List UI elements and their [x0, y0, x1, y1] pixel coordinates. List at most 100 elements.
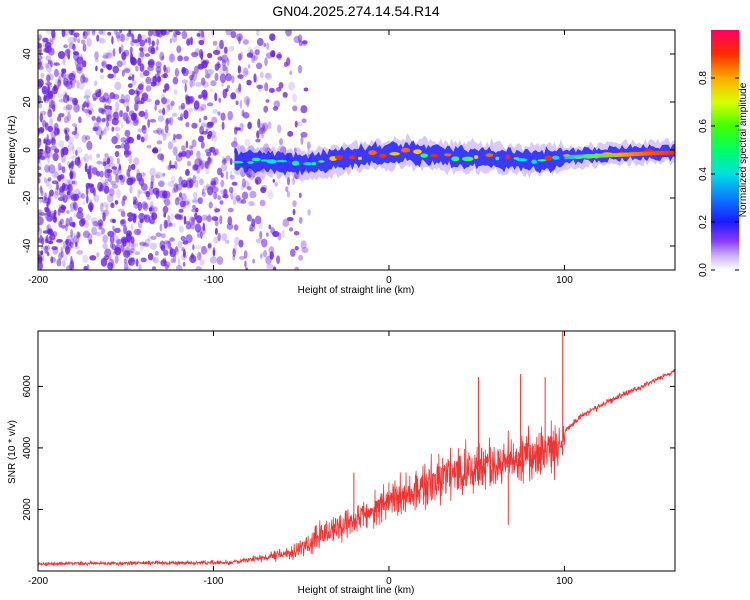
noise-blob — [66, 112, 71, 122]
noise-blob — [136, 172, 143, 182]
noise-blob — [38, 166, 42, 171]
noise-blob — [76, 211, 84, 220]
noise-blob — [238, 239, 244, 248]
noise-blob — [141, 124, 147, 134]
noise-blob — [196, 33, 201, 37]
noise-blob — [256, 30, 260, 37]
noise-blob — [111, 184, 118, 189]
noise-blob — [106, 157, 111, 165]
noise-blob — [101, 182, 107, 188]
noise-blob — [227, 207, 234, 213]
noise-blob — [53, 170, 61, 179]
noise-blob — [247, 121, 252, 130]
noise-blob — [190, 36, 193, 46]
noise-blob — [112, 251, 118, 255]
noise-blob — [99, 202, 104, 212]
noise-blob — [126, 32, 133, 37]
noise-blob — [244, 260, 247, 268]
noise-blob — [120, 210, 126, 218]
colorbar-label: Normalized spectral amplitude — [738, 82, 749, 217]
noise-blob — [185, 169, 190, 176]
noise-blob — [229, 45, 235, 52]
noise-blob — [56, 181, 59, 191]
noise-blob — [109, 92, 116, 100]
noise-blob — [198, 39, 205, 46]
signal-peak — [334, 155, 344, 160]
noise-blob — [130, 57, 137, 66]
noise-blob — [121, 198, 125, 207]
noise-blob — [211, 216, 219, 222]
noise-blob — [38, 55, 43, 61]
noise-blob — [59, 166, 64, 171]
noise-blob — [71, 146, 75, 155]
noise-blob — [112, 111, 119, 120]
noise-blob — [219, 39, 224, 50]
signal-peak — [368, 150, 377, 156]
noise-blob — [125, 250, 132, 257]
noise-blob — [193, 107, 198, 112]
noise-blob — [272, 230, 280, 238]
noise-blob — [105, 108, 112, 117]
noise-blob — [251, 55, 258, 61]
noise-blob — [85, 98, 90, 107]
noise-blob — [64, 179, 71, 186]
noise-blob — [185, 121, 190, 128]
noise-blob — [96, 34, 100, 42]
noise-blob — [119, 176, 125, 186]
spectrogram-xtick-label: -100 — [203, 275, 223, 286]
noise-blob — [66, 95, 70, 102]
noise-blob — [83, 95, 90, 99]
noise-blob — [170, 51, 174, 61]
noise-blob — [120, 93, 125, 101]
noise-blob — [259, 71, 264, 79]
noise-blob — [272, 106, 279, 111]
noise-blob — [235, 195, 241, 202]
noise-blob — [82, 60, 87, 68]
noise-blob — [205, 167, 210, 175]
noise-blob — [106, 194, 114, 203]
noise-blob — [197, 106, 204, 112]
noise-blob — [169, 116, 174, 126]
noise-blob — [135, 65, 139, 72]
noise-blob — [92, 126, 98, 132]
noise-blob — [96, 153, 100, 158]
signal-peak — [358, 156, 362, 161]
noise-blob — [125, 255, 133, 263]
noise-blob — [152, 146, 158, 154]
noise-blob — [165, 261, 171, 268]
noise-blob — [226, 85, 231, 89]
noise-blob — [162, 133, 167, 141]
noise-blob — [181, 193, 187, 203]
noise-blob — [242, 67, 249, 77]
noise-blob — [71, 83, 75, 89]
noise-blob — [62, 258, 66, 268]
noise-blob — [127, 83, 133, 88]
noise-blob — [206, 183, 210, 191]
noise-blob — [38, 42, 42, 49]
noise-blob — [98, 38, 106, 44]
noise-blob — [100, 87, 103, 94]
noise-blob — [98, 106, 102, 112]
noise-blob — [60, 205, 67, 210]
noise-blob — [45, 210, 51, 216]
noise-blob — [147, 253, 154, 261]
noise-blob — [220, 172, 224, 178]
noise-blob — [194, 223, 202, 233]
noise-blob — [241, 191, 249, 200]
noise-blob — [38, 37, 41, 43]
noise-blob — [119, 30, 123, 34]
noise-blob — [50, 256, 54, 264]
noise-blob — [149, 118, 157, 123]
noise-blob — [60, 251, 65, 258]
noise-blob — [195, 244, 202, 250]
noise-blob — [175, 245, 179, 253]
noise-blob — [187, 37, 193, 45]
noise-blob — [138, 190, 143, 195]
noise-blob — [220, 179, 225, 188]
noise-blob — [163, 249, 169, 256]
noise-blob — [107, 230, 115, 237]
noise-blob — [72, 221, 76, 228]
noise-blob — [100, 183, 105, 188]
noise-blob — [204, 148, 212, 154]
noise-blob — [243, 96, 251, 105]
